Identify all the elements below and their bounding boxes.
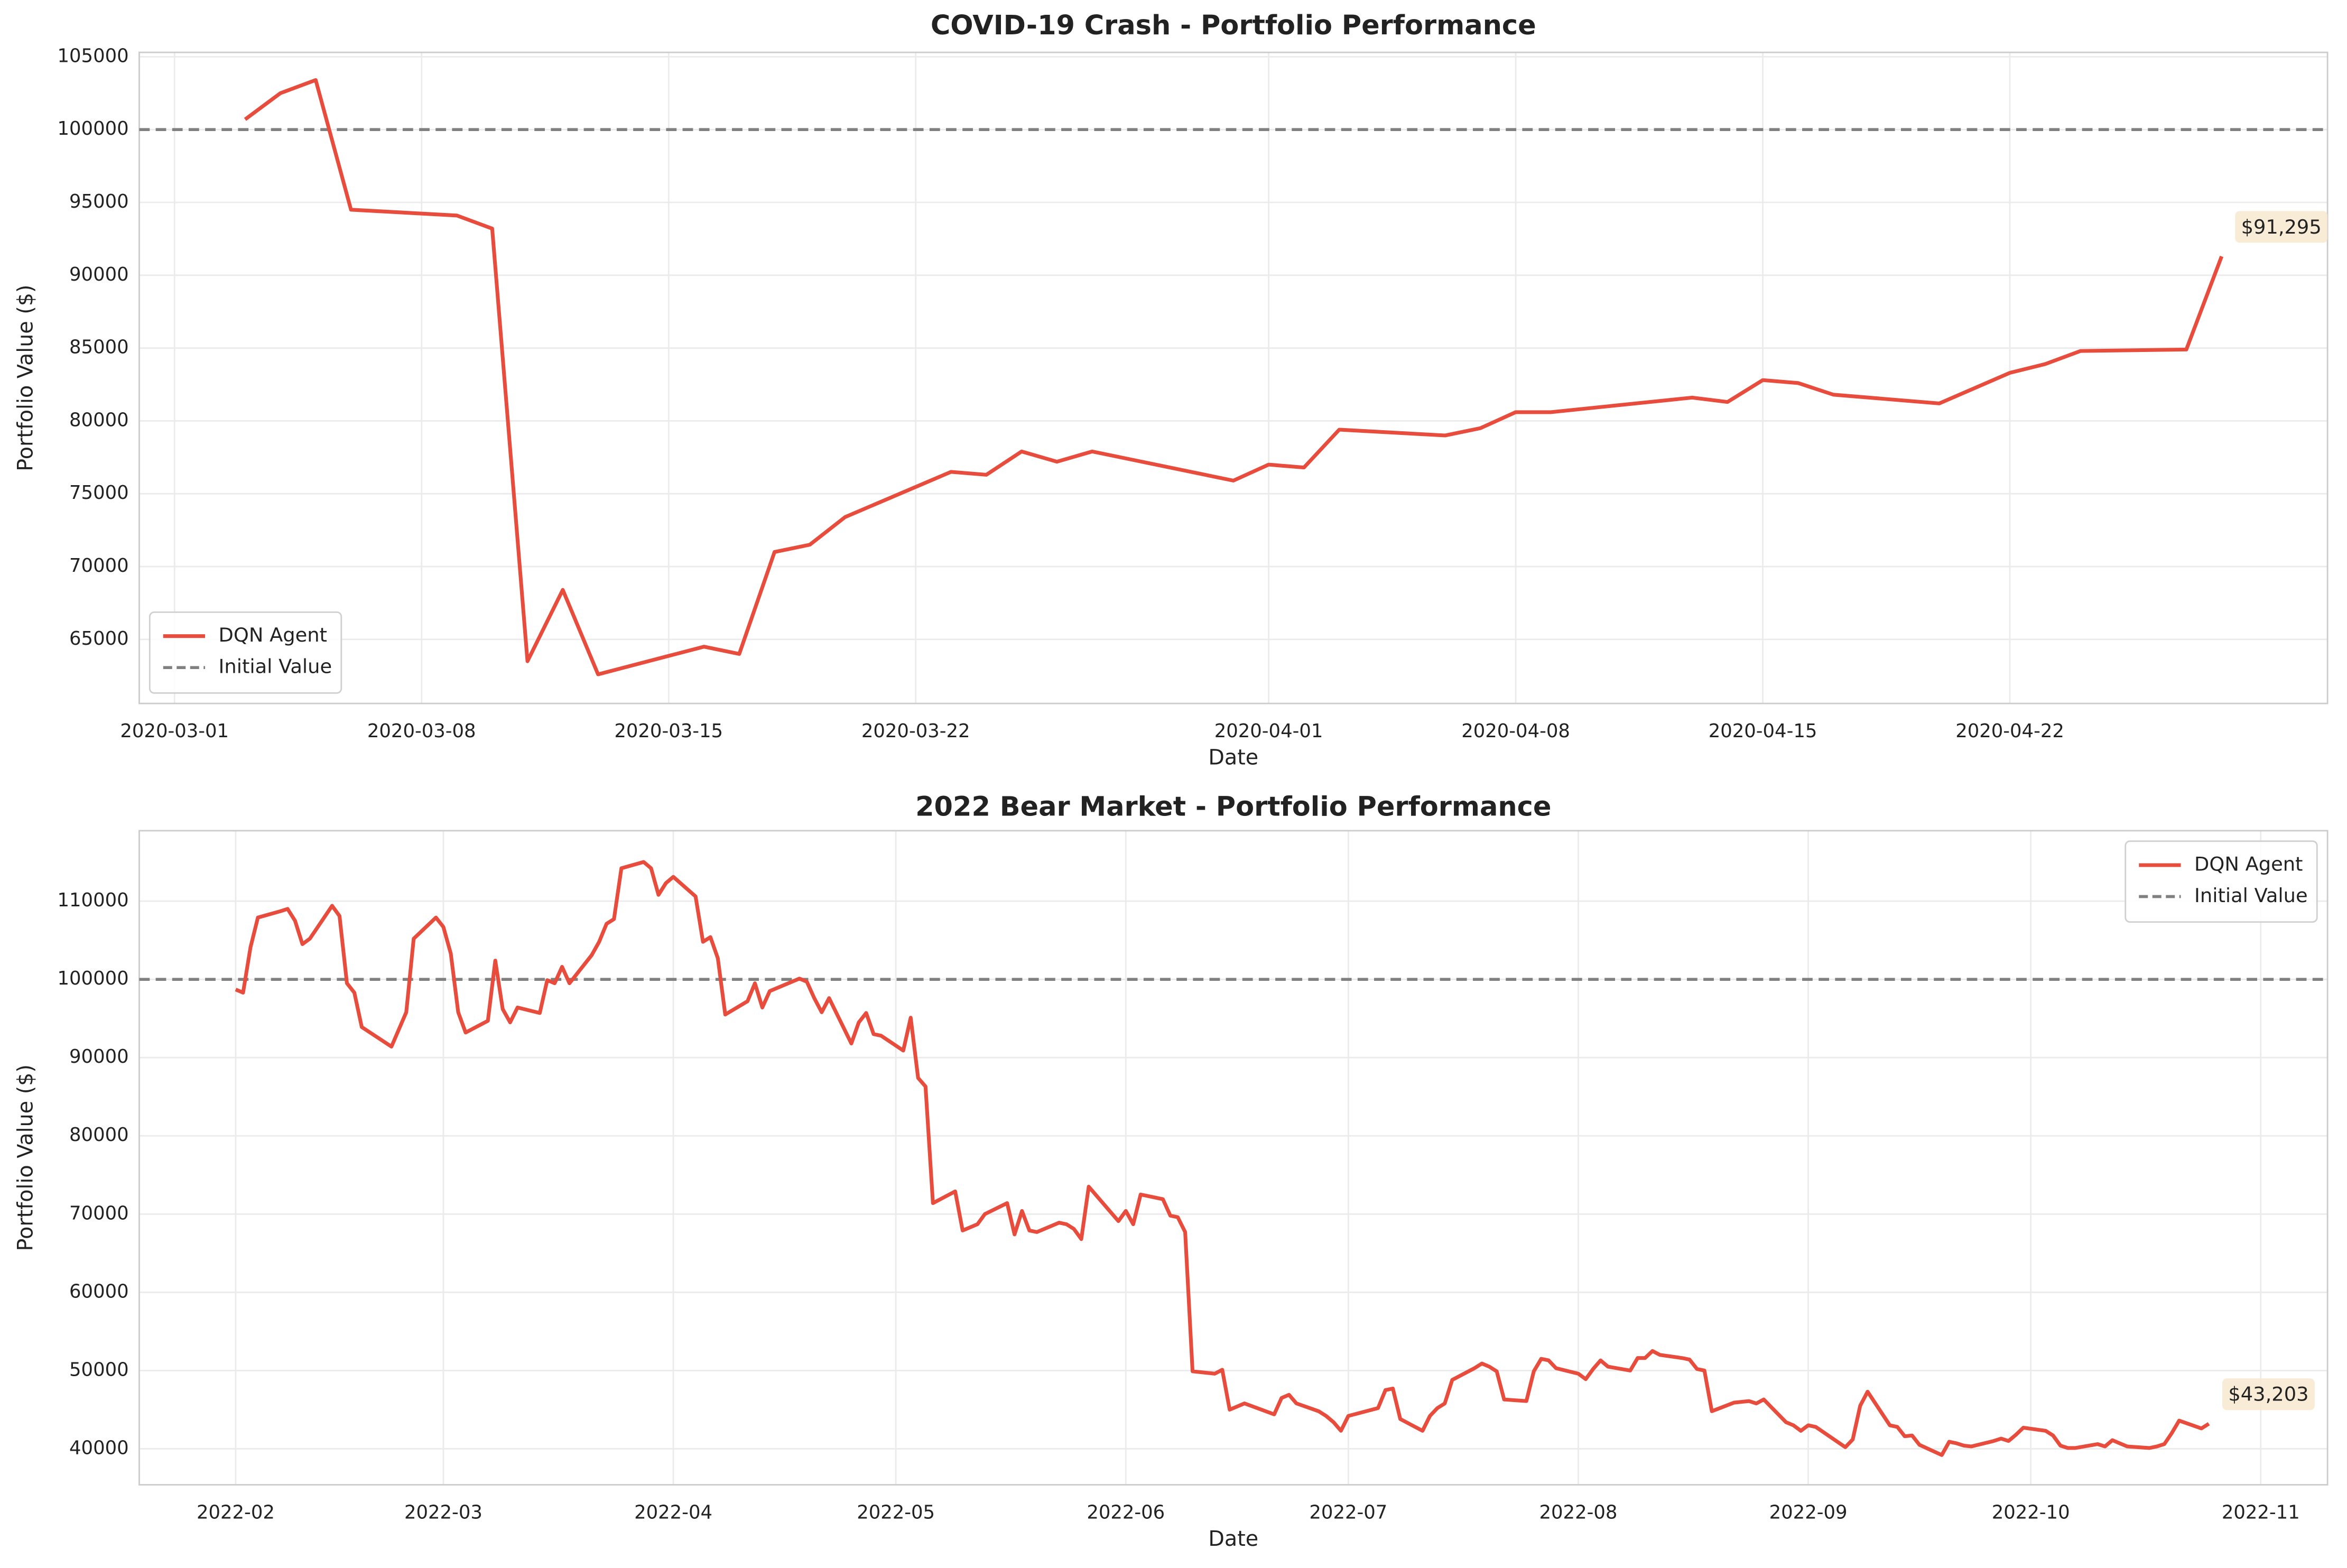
y-tick-label: 80000 xyxy=(69,1124,129,1146)
x-tick-label: 2020-03-15 xyxy=(614,720,723,742)
x-tick-label: 2020-04-15 xyxy=(1709,720,1817,742)
plot-frame xyxy=(138,51,2329,704)
y-axis-label: Portfolio Value ($) xyxy=(14,284,38,471)
annotation-box xyxy=(2235,211,2328,243)
annotation: $91,295 xyxy=(2235,211,2328,243)
annotation-box xyxy=(2222,1378,2315,1411)
x-tick-label: 2022-11 xyxy=(2222,1501,2300,1523)
y-tick-label: 40000 xyxy=(69,1437,129,1459)
x-axis-label: Date xyxy=(1208,1527,1258,1551)
annotation-text: $91,295 xyxy=(2241,216,2322,238)
legend: DQN Agent Initial Value xyxy=(2125,840,2318,923)
x-tick-label: 2022-08 xyxy=(1539,1501,1618,1523)
legend-label: Initial Value xyxy=(219,655,332,678)
x-axis-label: Date xyxy=(1208,745,1258,769)
legend-label: DQN Agent xyxy=(219,624,327,646)
data-line xyxy=(235,860,2210,1457)
y-tick-label: 70000 xyxy=(69,555,129,577)
legend-label: DQN Agent xyxy=(2194,853,2303,876)
legend-box xyxy=(149,611,342,694)
y-tick-label: 100000 xyxy=(58,968,129,989)
y-tick-label: 105000 xyxy=(58,45,129,67)
plot-frame xyxy=(138,830,2329,1486)
y-tick-label: 50000 xyxy=(69,1359,129,1380)
y-tick-label: 110000 xyxy=(58,889,129,911)
x-tick-label: 2020-03-01 xyxy=(120,720,229,742)
x-tick-label: 2022-02 xyxy=(197,1501,275,1523)
legend-label: Initial Value xyxy=(2194,884,2308,907)
y-tick-label: 90000 xyxy=(69,1046,129,1068)
x-tick-label: 2022-04 xyxy=(634,1501,712,1523)
y-tick-label: 85000 xyxy=(69,337,129,358)
y-tick-label: 75000 xyxy=(69,482,129,504)
y-tick-label: 90000 xyxy=(69,264,129,285)
data-line xyxy=(244,78,2224,676)
legend-box xyxy=(2125,840,2318,923)
y-tick-label: 80000 xyxy=(69,409,129,431)
legend: DQN Agent Initial Value xyxy=(149,611,342,694)
x-tick-label: 2022-10 xyxy=(1992,1501,2070,1523)
x-tick-label: 2020-03-08 xyxy=(367,720,476,742)
y-tick-label: 95000 xyxy=(69,191,129,212)
x-tick-label: 2022-03 xyxy=(404,1501,483,1523)
x-tick-label: 2020-04-08 xyxy=(1461,720,1570,742)
y-tick-label: 65000 xyxy=(69,628,129,650)
x-tick-label: 2020-04-22 xyxy=(1955,720,2064,742)
annotation: $43,203 xyxy=(2222,1378,2315,1411)
y-tick-label: 100000 xyxy=(58,118,129,140)
x-tick-label: 2022-05 xyxy=(857,1501,935,1523)
plot-area xyxy=(139,830,2328,1485)
x-tick-label: 2022-06 xyxy=(1087,1501,1165,1523)
chart-title: 2022 Bear Market - Portfolio Performance xyxy=(915,791,1551,822)
x-tick-label: 2020-04-01 xyxy=(1214,720,1323,742)
x-tick-label: 2022-09 xyxy=(1769,1501,1848,1523)
y-axis-label: Portfolio Value ($) xyxy=(14,1064,38,1251)
annotation-text: $43,203 xyxy=(2228,1383,2308,1406)
x-tick-label: 2020-03-22 xyxy=(861,720,970,742)
y-tick-label: 60000 xyxy=(69,1281,129,1302)
y-tick-label: 70000 xyxy=(69,1202,129,1224)
x-tick-label: 2022-07 xyxy=(1309,1501,1387,1523)
chart-title: COVID-19 Crash - Portfolio Performance xyxy=(931,10,1536,41)
